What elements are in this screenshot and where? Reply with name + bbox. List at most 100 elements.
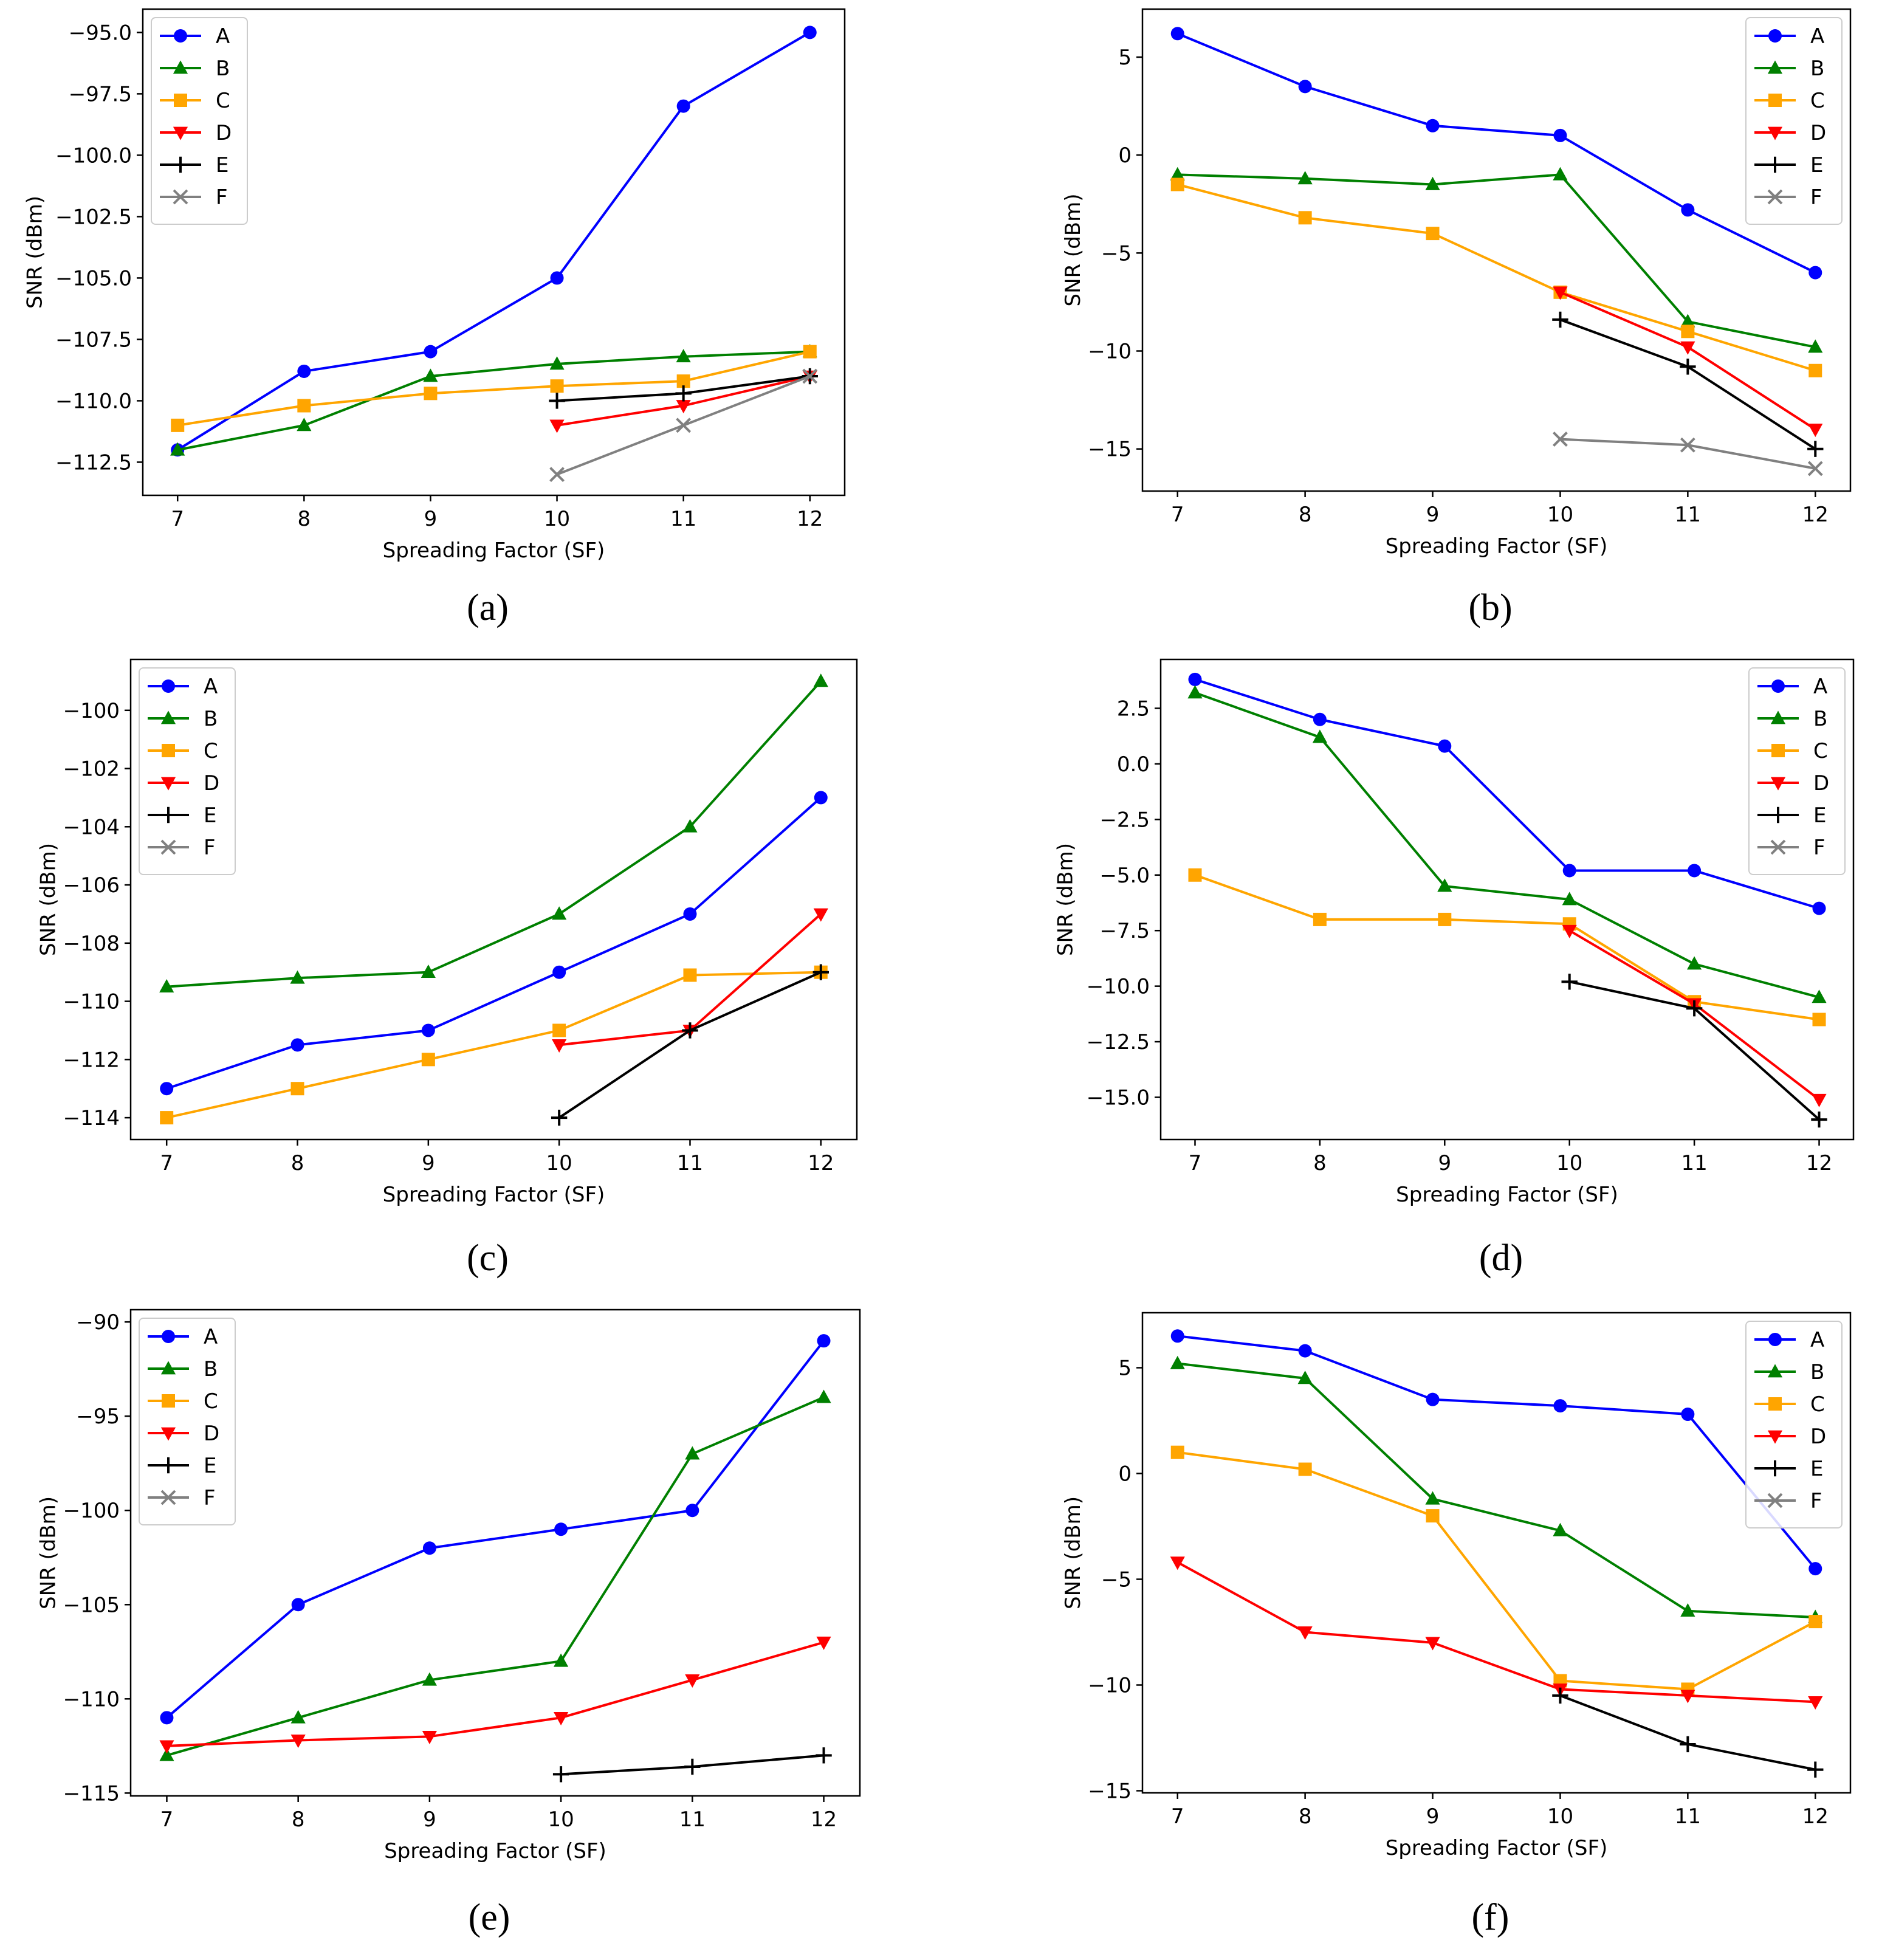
data-point [1688, 864, 1702, 878]
data-point [552, 965, 566, 979]
data-point [552, 1023, 566, 1037]
data-point [1811, 1111, 1827, 1128]
data-point [676, 374, 690, 388]
series-b [1170, 167, 1823, 353]
y-tick-label: −15.0 [1087, 1086, 1150, 1110]
data-point [550, 379, 564, 393]
legend-marker [162, 1330, 175, 1343]
legend-label: C [216, 89, 230, 113]
chart-panel: 7 8 9 10 11 12 −114 −112 −110 −108 −106 −104 −102 −10… [36, 658, 858, 1279]
axes-frame [129, 1308, 861, 1797]
legend-label: C [1810, 1392, 1825, 1417]
data-point [1686, 1000, 1703, 1017]
data-point [803, 26, 817, 40]
legend-item-c: C [1757, 739, 1828, 763]
data-point [554, 1522, 568, 1536]
legend-marker [1767, 60, 1783, 74]
legend-item-b: B [148, 707, 218, 731]
legend-marker [1767, 1493, 1783, 1508]
data-point [1680, 359, 1696, 375]
data-point [1298, 80, 1312, 94]
data-point [816, 1389, 831, 1403]
series-line [177, 31, 811, 451]
legend-item-a: A [148, 675, 218, 699]
x-tick-label: 10 [548, 1807, 574, 1832]
data-point [1188, 868, 1202, 882]
data-point [159, 978, 174, 992]
legend-item-f: F [148, 1486, 216, 1510]
data-point [171, 418, 185, 432]
legend-item-c: C [148, 739, 218, 763]
data-point [1808, 339, 1823, 353]
chart-panel: 7 8 9 10 11 12 −115 −110 −105 −100 −95 −90 Spreading… [36, 1308, 861, 1938]
legend-box [1745, 17, 1843, 225]
data-point [1426, 227, 1440, 241]
legend-label: A [204, 675, 218, 699]
series-line [1176, 1561, 1816, 1704]
series-d [159, 1636, 831, 1754]
data-point [297, 399, 311, 413]
legend-marker [1771, 679, 1785, 693]
data-point [1553, 286, 1568, 300]
legend-item-a: A [1757, 675, 1827, 699]
legend-marker [1768, 94, 1782, 107]
data-point [676, 400, 691, 414]
panel-label: (f) [1472, 1897, 1510, 1938]
x-tick-label: 9 [1438, 1151, 1451, 1175]
panel-label: (c) [467, 1237, 509, 1279]
data-point [297, 364, 311, 378]
data-point [1426, 1392, 1440, 1406]
series-e [549, 368, 818, 409]
data-point [1680, 341, 1695, 355]
legend-marker [160, 806, 177, 824]
y-tick-label: −106 [63, 873, 120, 898]
series-line [1177, 1335, 1816, 1570]
legend-marker [1767, 126, 1783, 140]
series-line [166, 796, 822, 1090]
legend-box [139, 667, 236, 875]
x-axis-label: Spreading Factor (SF) [383, 538, 605, 563]
y-tick-label: 0.0 [1117, 752, 1150, 777]
series-b [159, 1389, 831, 1761]
x-tick-label: 9 [422, 1151, 435, 1175]
y-tick-label: −5 [1101, 241, 1132, 266]
legend-box [1748, 667, 1846, 875]
x-tick-label: 9 [423, 1807, 436, 1832]
x-tick-label: 7 [1171, 503, 1184, 527]
data-point [685, 1446, 700, 1460]
legend-item-c: C [1754, 1392, 1825, 1417]
legend-item-e: E [1754, 153, 1823, 177]
series-line [1177, 173, 1816, 349]
legend-label: C [204, 739, 218, 763]
legend-item-b: B [1754, 1360, 1824, 1384]
legend-label: D [1813, 771, 1829, 796]
y-tick-label: −104 [63, 815, 120, 839]
data-point [160, 1082, 174, 1096]
y-tick-label: −15 [1088, 438, 1132, 462]
data-point [1552, 311, 1568, 328]
y-tick-label: −10.0 [1087, 975, 1150, 999]
y-tick-label: −100.0 [55, 143, 132, 168]
legend-label: B [204, 1357, 218, 1381]
data-point [1313, 712, 1327, 726]
legend-item-c: C [1754, 89, 1825, 113]
legend-label: E [204, 1454, 216, 1478]
data-point [1312, 729, 1327, 743]
data-point [424, 345, 438, 359]
y-tick-label: 2.5 [1117, 696, 1150, 721]
legend-marker [1767, 1364, 1783, 1378]
data-point [682, 1022, 698, 1039]
legend-item-d: D [1757, 771, 1829, 796]
series-line [1177, 1362, 1816, 1619]
data-point [803, 345, 817, 359]
data-point [1680, 1736, 1696, 1753]
y-tick-label: −105.0 [55, 266, 132, 291]
axes-frame [1159, 658, 1855, 1141]
data-point [552, 1766, 569, 1783]
data-point [816, 1636, 831, 1650]
legend-box [1745, 1321, 1843, 1528]
data-point [1553, 1399, 1567, 1413]
